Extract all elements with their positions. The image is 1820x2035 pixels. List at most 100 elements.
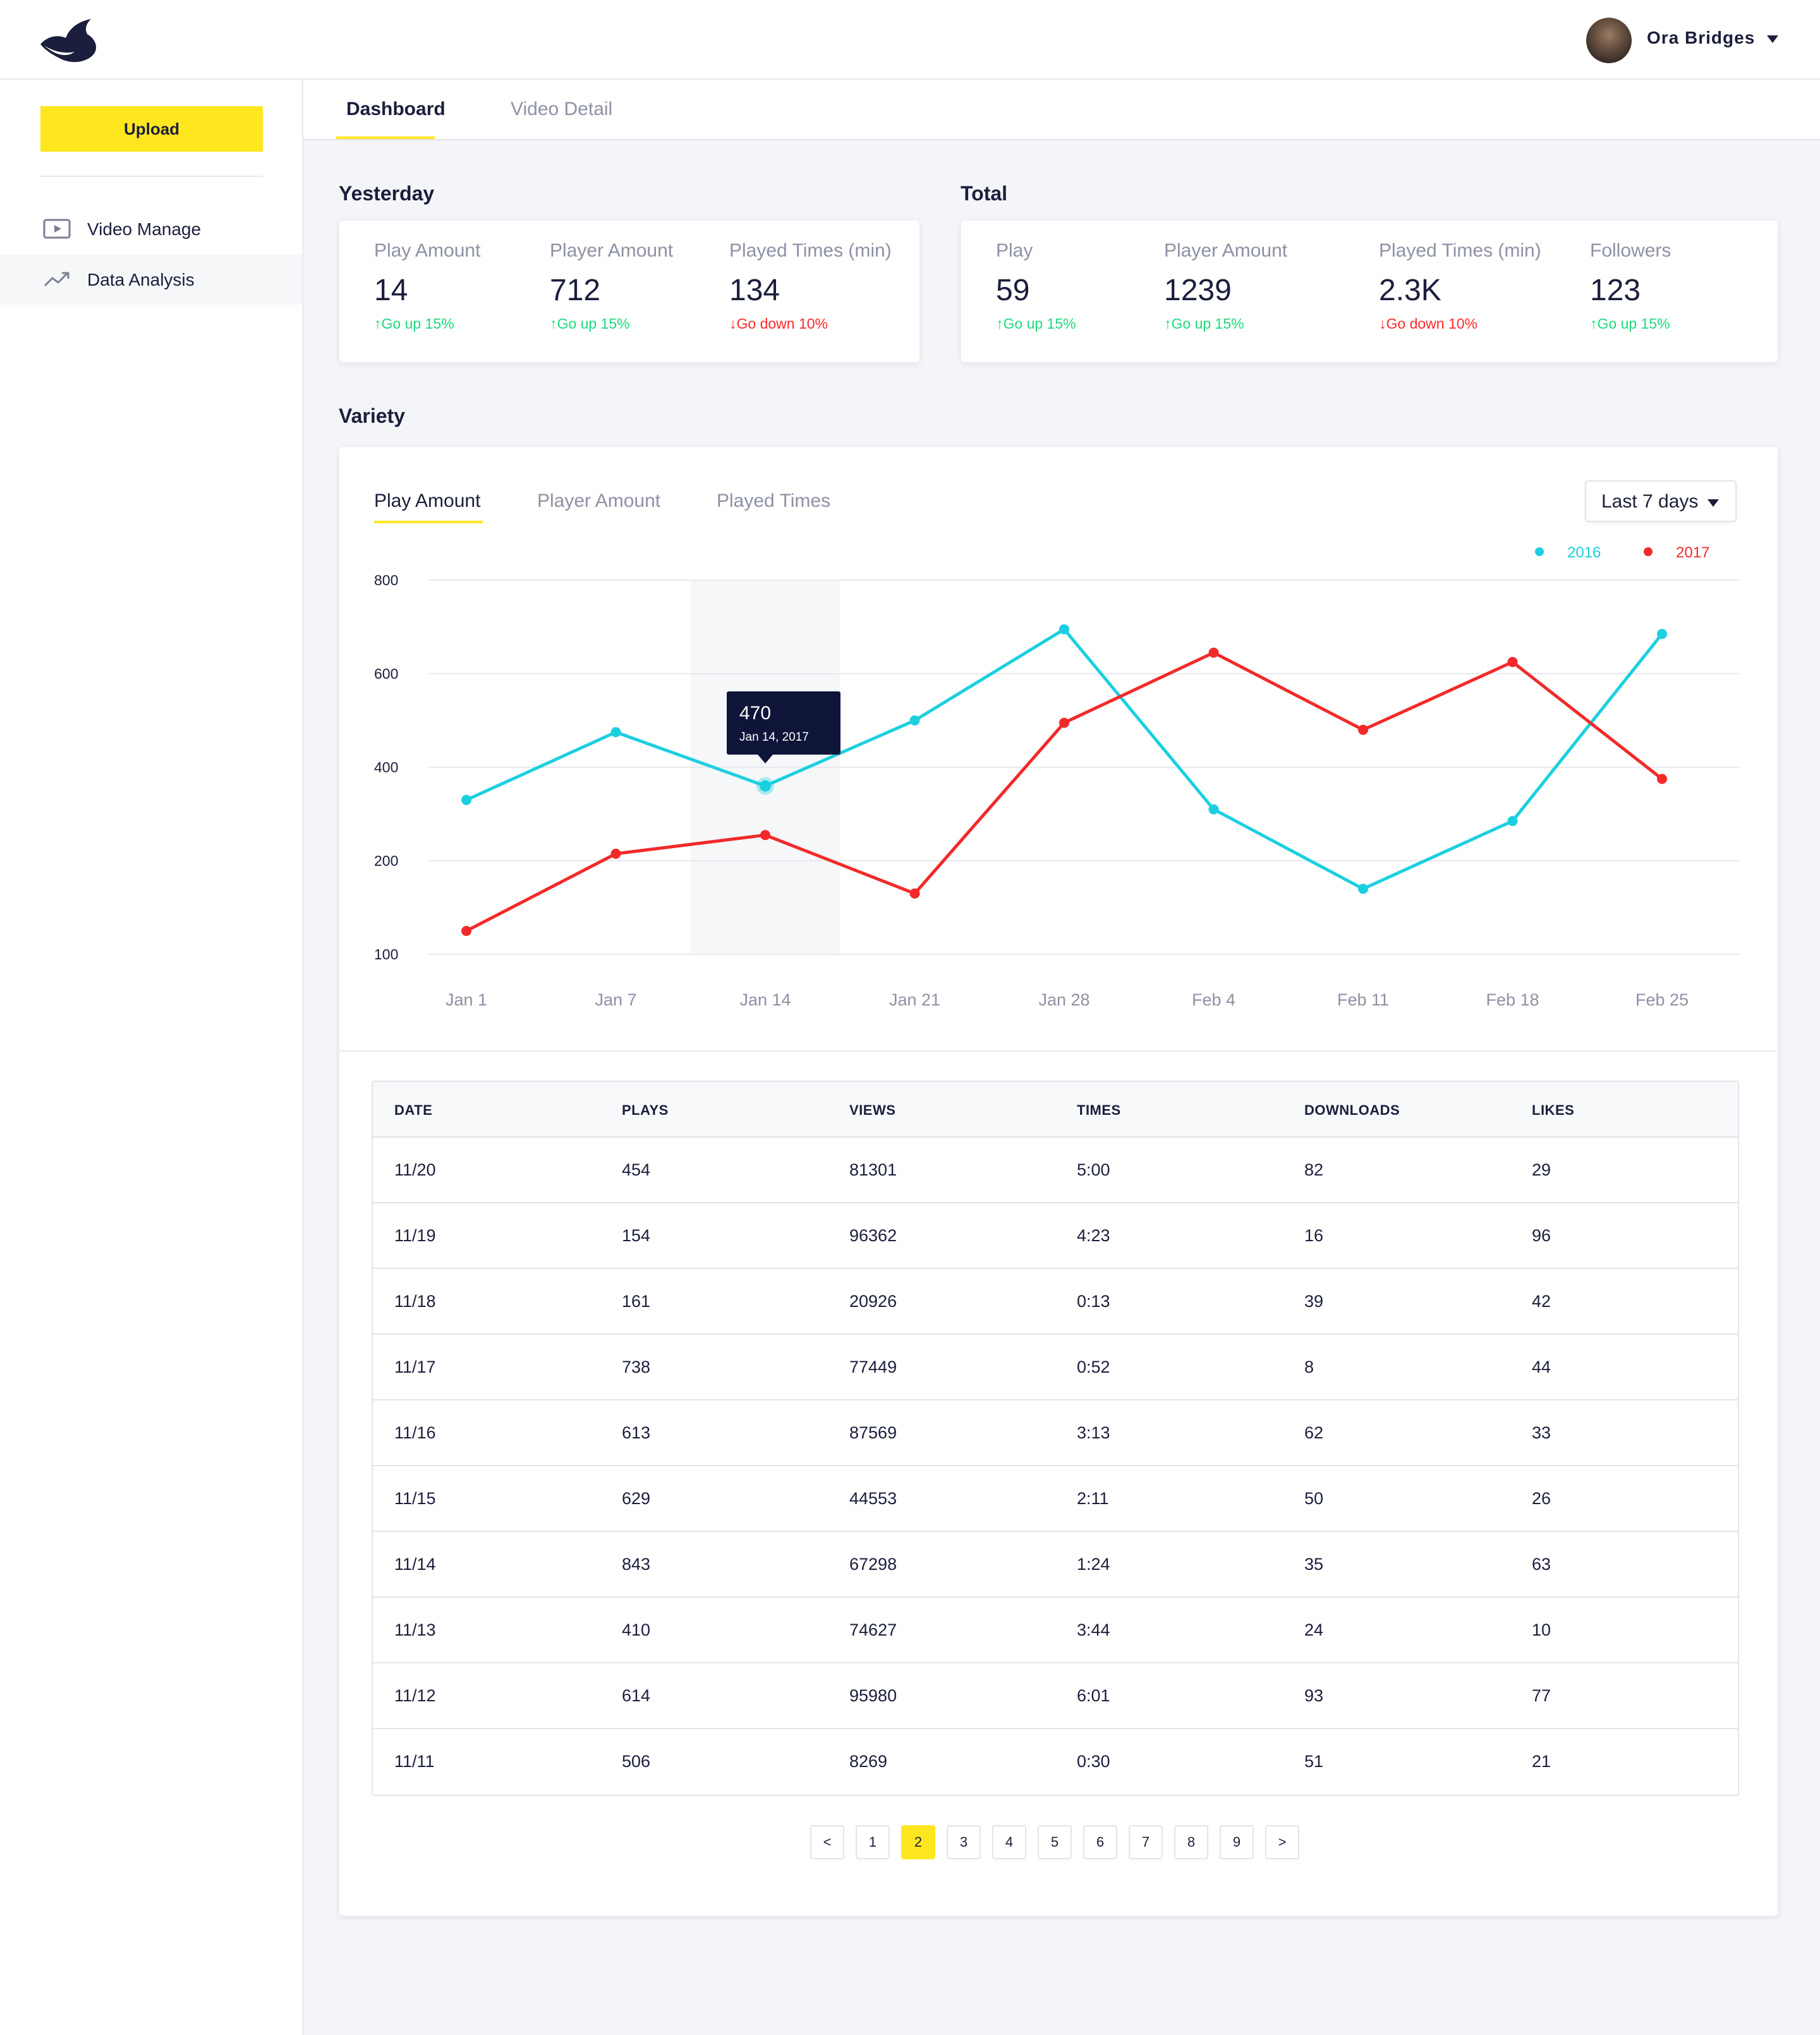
table-cell-downloads: 39 — [1304, 1292, 1324, 1311]
table-row[interactable]: 11/11 506 8269 0:30 51 21 — [373, 1729, 1738, 1795]
page-button-5[interactable]: 5 — [1038, 1825, 1072, 1859]
page-button-6[interactable]: 6 — [1083, 1825, 1117, 1859]
table-cell-downloads: 62 — [1304, 1423, 1324, 1442]
table-row[interactable]: 11/17 738 77449 0:52 8 44 — [373, 1335, 1738, 1400]
legend-marker-2016 — [1535, 547, 1544, 556]
table-cell-downloads: 35 — [1304, 1555, 1324, 1574]
table-cell-date: 11/14 — [394, 1555, 436, 1574]
logo-icon[interactable] — [38, 15, 101, 66]
x-tick-label: Jan 7 — [595, 990, 636, 1009]
user-name[interactable]: Ora Bridges — [1647, 28, 1756, 47]
table-cell-likes: 42 — [1532, 1292, 1551, 1311]
page-button-2[interactable]: 2 — [901, 1825, 935, 1859]
table-cell-views: 8269 — [849, 1752, 888, 1771]
next-page-button[interactable]: > — [1265, 1825, 1299, 1859]
column-header-downloads[interactable]: DOWNLOADS — [1304, 1102, 1400, 1118]
sidebar-item-video-manage[interactable]: Video Manage — [0, 204, 302, 254]
stat-label: Followers — [1590, 240, 1671, 261]
stat-yesterday-play-amount: Play Amount 14 ↑Go up 15% — [374, 240, 480, 332]
table-cell-date: 11/15 — [394, 1489, 436, 1508]
page-button-9[interactable]: 9 — [1220, 1825, 1254, 1859]
table-cell-views: 96362 — [849, 1226, 897, 1245]
data-table: DATE PLAYS VIEWS TIMES DOWNLOADS LIKES 1… — [372, 1081, 1739, 1796]
chevron-down-icon — [1708, 499, 1719, 507]
page-button-4[interactable]: 4 — [992, 1825, 1026, 1859]
table-cell-plays: 506 — [622, 1752, 651, 1771]
table-cell-plays: 613 — [622, 1423, 651, 1442]
yesterday-card — [339, 220, 920, 363]
data-point-2017 — [1059, 717, 1069, 728]
column-header-date[interactable]: DATE — [394, 1102, 433, 1118]
tab-dashboard[interactable]: Dashboard — [346, 99, 446, 119]
page-tabs: Dashboard Video Detail — [303, 80, 1820, 140]
stat-value: 123 — [1590, 274, 1641, 307]
table-cell-plays: 161 — [622, 1292, 651, 1311]
data-point-2017 — [1208, 647, 1219, 658]
table-row[interactable]: 11/15 629 44553 2:11 50 26 — [373, 1466, 1738, 1532]
table-cell-plays: 843 — [622, 1555, 651, 1574]
avatar[interactable] — [1586, 18, 1632, 63]
x-tick-label: Jan 21 — [889, 990, 940, 1009]
stat-label: Played Times (min) — [729, 240, 892, 261]
column-header-plays[interactable]: PLAYS — [622, 1102, 669, 1118]
table-cell-likes: 77 — [1532, 1686, 1551, 1705]
y-tick-label: 200 — [374, 853, 398, 869]
column-header-likes[interactable]: LIKES — [1532, 1102, 1575, 1118]
date-range-select[interactable]: Last 7 days — [1585, 480, 1737, 522]
stat-total-player-amount: Player Amount 1239 ↑Go up 15% — [1164, 240, 1287, 332]
table-cell-times: 3:13 — [1077, 1423, 1110, 1442]
x-tick-label: Feb 4 — [1192, 990, 1235, 1009]
stat-total-followers: Followers 123 ↑Go up 15% — [1590, 240, 1671, 332]
y-tick-label: 100 — [374, 946, 398, 963]
page-button-3[interactable]: 3 — [947, 1825, 981, 1859]
tooltip-date: Jan 14, 2017 — [739, 731, 809, 744]
table-cell-likes: 21 — [1532, 1752, 1551, 1771]
chart-tab-play-amount[interactable]: Play Amount — [374, 490, 481, 511]
table-cell-times: 3:44 — [1077, 1620, 1110, 1639]
table-cell-downloads: 24 — [1304, 1620, 1324, 1639]
upload-button[interactable]: Upload — [40, 106, 263, 152]
stat-change: ↑Go up 15% — [1164, 315, 1244, 332]
table-row[interactable]: 11/14 843 67298 1:24 35 63 — [373, 1532, 1738, 1598]
page-button-1[interactable]: 1 — [856, 1825, 890, 1859]
x-tick-label: Feb 25 — [1635, 990, 1689, 1009]
column-header-views[interactable]: VIEWS — [849, 1102, 896, 1118]
table-row[interactable]: 11/13 410 74627 3:44 24 10 — [373, 1598, 1738, 1663]
table-row[interactable]: 11/20 454 81301 5:00 82 29 — [373, 1138, 1738, 1203]
data-point-2017 — [909, 888, 920, 899]
column-header-times[interactable]: TIMES — [1077, 1102, 1121, 1118]
table-cell-date: 11/13 — [394, 1620, 436, 1639]
table-cell-plays: 629 — [622, 1489, 651, 1508]
table-row[interactable]: 11/12 614 95980 6:01 93 77 — [373, 1663, 1738, 1729]
page-button-7[interactable]: 7 — [1129, 1825, 1163, 1859]
total-title: Total — [961, 182, 1008, 205]
table-cell-plays: 614 — [622, 1686, 651, 1705]
date-range-label: Last 7 days — [1601, 491, 1699, 512]
stat-label: Played Times (min) — [1379, 240, 1541, 261]
table-row[interactable]: 11/16 613 87569 3:13 62 33 — [373, 1400, 1738, 1466]
table-row[interactable]: 11/19 154 96362 4:23 16 96 — [373, 1203, 1738, 1269]
table-cell-times: 1:24 — [1077, 1555, 1110, 1574]
sidebar-item-label: Video Manage — [87, 219, 202, 239]
stat-value: 134 — [729, 274, 780, 307]
data-point-2017 — [461, 926, 471, 936]
chart-tab-played-times[interactable]: Played Times — [717, 490, 831, 511]
table-cell-downloads: 51 — [1304, 1752, 1324, 1771]
prev-page-button[interactable]: < — [810, 1825, 844, 1859]
table-cell-downloads: 82 — [1304, 1160, 1324, 1179]
table-row[interactable]: 11/18 161 20926 0:13 39 42 — [373, 1269, 1738, 1335]
series-line-2017 — [464, 651, 1664, 933]
x-tick-label: Jan 28 — [1038, 990, 1089, 1009]
sidebar-item-data-analysis[interactable]: Data Analysis — [0, 254, 302, 305]
stat-change: ↑Go up 15% — [1590, 315, 1670, 332]
stat-value: 712 — [550, 274, 601, 307]
x-tick-label: Jan 14 — [739, 990, 791, 1009]
x-tick-label: Feb 11 — [1337, 990, 1389, 1009]
chart-tab-player-amount[interactable]: Player Amount — [537, 490, 661, 511]
page-button-8[interactable]: 8 — [1174, 1825, 1208, 1859]
stat-label: Play Amount — [374, 240, 481, 261]
tooltip-box — [727, 691, 840, 755]
tab-video-detail[interactable]: Video Detail — [511, 99, 613, 119]
chevron-down-icon[interactable] — [1767, 35, 1778, 43]
table-cell-times: 2:11 — [1077, 1489, 1109, 1508]
